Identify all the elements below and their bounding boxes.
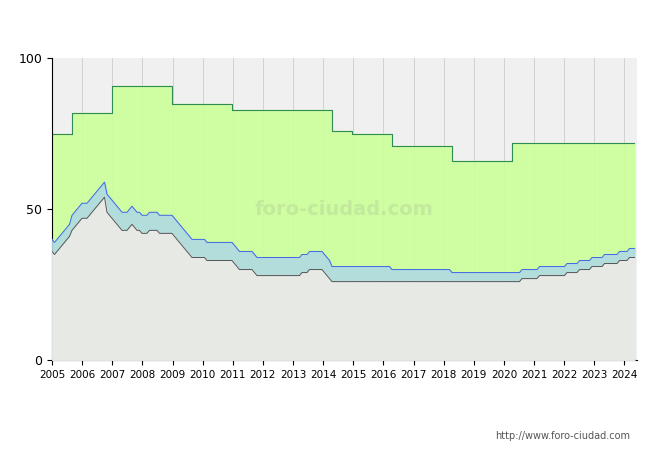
Text: foro-ciudad.com: foro-ciudad.com (255, 200, 434, 219)
Text: Loscos  -  Evolucion de la poblacion en edad de Trabajar Mayo de 2024: Loscos - Evolucion de la poblacion en ed… (66, 19, 584, 35)
Text: http://www.foro-ciudad.com: http://www.foro-ciudad.com (495, 431, 630, 441)
